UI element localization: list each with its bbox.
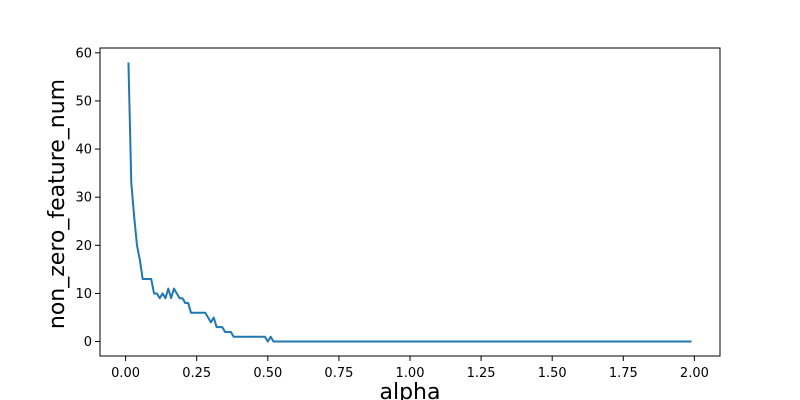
plot-frame [99, 47, 721, 357]
x-tick-label: 0.50 [253, 366, 282, 381]
y-tick-label: 20 [75, 239, 92, 254]
x-tick-label: 1.50 [538, 366, 567, 381]
y-axis-label: non_zero_feature_num [45, 79, 70, 329]
x-tick-label: 1.25 [467, 366, 496, 381]
x-tick-label: 1.00 [396, 366, 425, 381]
y-tick-label: 40 [75, 143, 92, 158]
y-tick-label: 0 [84, 335, 92, 350]
x-axis-label: alpha [380, 380, 441, 400]
y-tick-label: 50 [75, 94, 92, 109]
y-tick-label: 10 [75, 287, 92, 302]
series-line [127, 62, 692, 343]
y-axis-ticks: 0 10 20 30 40 50 60 [75, 46, 100, 350]
x-tick-label: 0.00 [111, 366, 140, 381]
y-tick-label: 60 [75, 46, 92, 61]
x-tick-label: 0.75 [324, 366, 353, 381]
x-tick-label: 0.25 [182, 366, 211, 381]
x-axis-ticks: 0.00 0.25 0.50 0.75 1.00 1.25 1.50 1.75 2.00 [111, 356, 709, 381]
x-tick-label: 2.00 [680, 366, 709, 381]
y-tick-label: 30 [75, 191, 92, 206]
x-tick-label: 1.75 [609, 366, 638, 381]
